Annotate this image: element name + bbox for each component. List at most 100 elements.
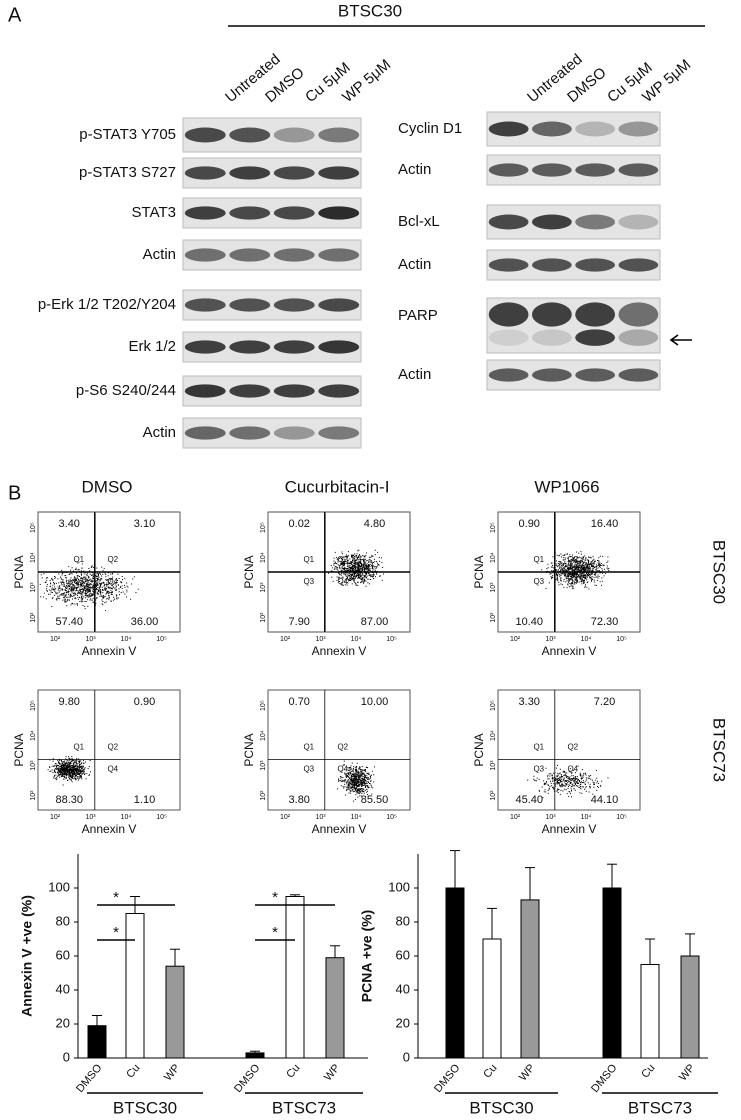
dot <box>551 777 553 779</box>
dot <box>70 577 72 579</box>
dot <box>578 566 580 568</box>
dot <box>65 595 67 597</box>
dot <box>564 569 566 571</box>
dot <box>539 790 541 792</box>
dot <box>576 781 578 783</box>
dot <box>105 601 107 603</box>
dot <box>357 560 359 562</box>
dot <box>49 767 51 769</box>
dot <box>74 579 76 581</box>
dot <box>71 767 73 769</box>
dot <box>342 564 344 566</box>
dot <box>581 563 583 565</box>
dot <box>58 573 60 575</box>
dot <box>593 783 595 785</box>
dot <box>362 779 364 781</box>
dot <box>70 776 72 778</box>
dot <box>340 785 342 787</box>
dot <box>346 780 348 782</box>
dot <box>75 778 77 780</box>
dot <box>558 773 560 775</box>
dot <box>362 773 364 775</box>
dot <box>566 567 568 569</box>
y-tick-label: 10² <box>30 790 37 801</box>
dot <box>99 573 101 575</box>
dot <box>82 582 84 584</box>
dot <box>92 597 94 599</box>
dot <box>344 560 346 562</box>
dot <box>358 772 360 774</box>
dot <box>366 566 368 568</box>
dot <box>359 784 361 786</box>
dot <box>576 572 578 574</box>
dot <box>76 768 78 770</box>
dot <box>88 568 90 570</box>
dot <box>350 554 352 556</box>
y-tick-label: 10⁵ <box>30 700 37 711</box>
dot <box>358 576 360 578</box>
dot <box>371 556 373 558</box>
dot <box>552 574 554 576</box>
dot <box>353 581 355 583</box>
dot <box>354 558 356 560</box>
dot <box>88 576 90 578</box>
dot <box>52 758 54 760</box>
dot <box>65 598 67 600</box>
dot <box>594 566 596 568</box>
dot <box>54 590 56 592</box>
dot <box>98 576 100 578</box>
dot <box>81 583 83 585</box>
dot <box>350 562 352 564</box>
dot <box>375 567 377 569</box>
dot <box>76 569 78 571</box>
dot <box>379 560 381 562</box>
dot <box>96 576 98 578</box>
blot-label: Actin <box>398 366 431 383</box>
dot <box>346 560 348 562</box>
dot <box>108 596 110 598</box>
dot <box>64 766 66 768</box>
dot <box>359 775 361 777</box>
dot <box>85 584 87 586</box>
dot <box>372 565 374 567</box>
dot <box>584 557 586 559</box>
dot <box>578 565 580 567</box>
dot <box>64 772 66 774</box>
dot <box>568 778 570 780</box>
dot <box>587 559 589 561</box>
dot <box>351 786 353 788</box>
dot <box>350 567 352 569</box>
dot <box>87 599 89 601</box>
dot <box>566 573 568 575</box>
dot <box>570 556 572 558</box>
dot <box>353 777 355 779</box>
band <box>184 384 226 398</box>
dot <box>584 566 586 568</box>
dot <box>571 779 573 781</box>
dot <box>556 783 558 785</box>
dot <box>117 579 119 581</box>
dot <box>75 598 77 600</box>
dot <box>587 561 589 563</box>
dot <box>61 593 63 595</box>
dot <box>562 779 564 781</box>
dot <box>561 780 563 782</box>
band <box>184 298 226 312</box>
dot <box>356 785 358 787</box>
dot <box>368 786 370 788</box>
dot <box>51 587 53 589</box>
dot <box>346 562 348 564</box>
dot <box>581 565 583 567</box>
dot <box>59 776 61 778</box>
dot <box>371 562 373 564</box>
dot <box>360 789 362 791</box>
dot <box>59 768 61 770</box>
dot <box>355 782 357 784</box>
dot <box>362 775 364 777</box>
dot <box>556 779 558 781</box>
dot <box>97 573 99 575</box>
dot <box>78 772 80 774</box>
dot <box>91 599 93 601</box>
dot <box>52 596 54 598</box>
dot <box>556 778 558 780</box>
